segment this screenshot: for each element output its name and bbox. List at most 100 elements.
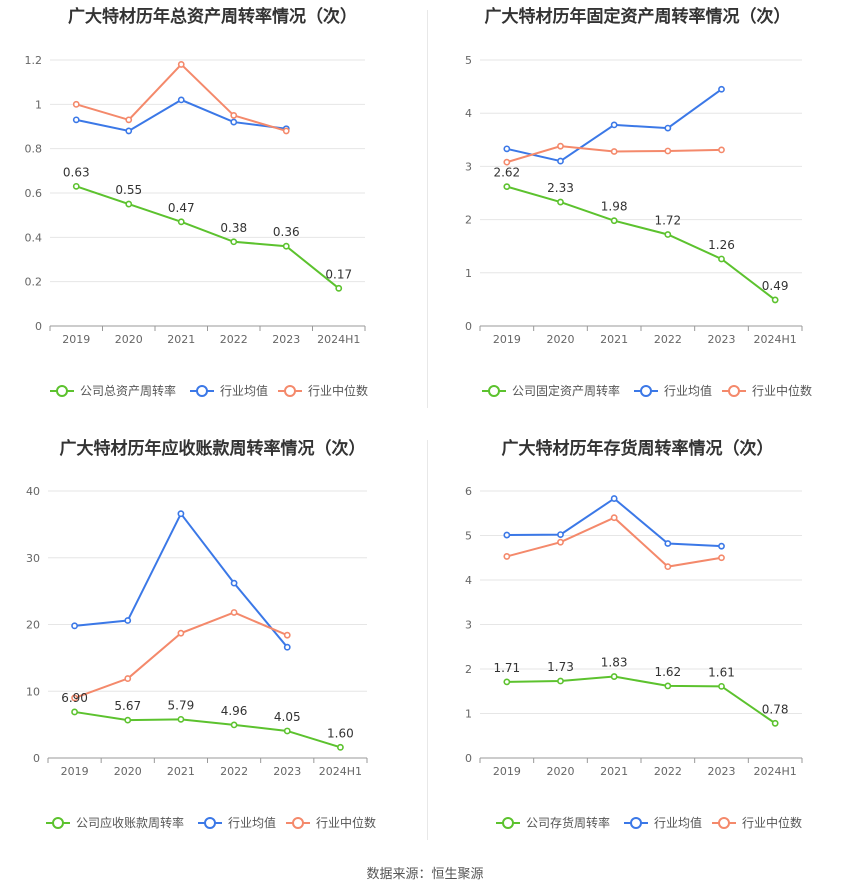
data-point[interactable] [71, 694, 78, 702]
data-point[interactable] [124, 675, 132, 682]
data-point[interactable] [718, 682, 725, 690]
legend-swatch-marker[interactable] [196, 385, 208, 397]
data-point[interactable] [503, 678, 511, 686]
legend-swatch-marker[interactable] [56, 385, 68, 397]
data-point[interactable] [503, 183, 511, 191]
data-point[interactable] [503, 531, 511, 539]
data-point[interactable] [72, 100, 80, 108]
x-tick-label: 2021 [167, 765, 195, 778]
data-point[interactable] [177, 629, 185, 637]
data-point[interactable] [337, 743, 344, 751]
data-point[interactable] [125, 116, 133, 124]
data-point[interactable] [664, 124, 672, 132]
data-label: 0.55 [115, 183, 142, 197]
data-point[interactable] [718, 146, 725, 154]
legend-label[interactable]: 行业中位数 [752, 383, 812, 398]
data-point[interactable] [177, 510, 185, 518]
data-point[interactable] [230, 112, 238, 119]
data-point[interactable] [610, 495, 618, 502]
legend-label[interactable]: 公司应收账款周转率 [76, 815, 184, 830]
data-point[interactable] [71, 708, 78, 716]
data-point[interactable] [230, 579, 238, 587]
data-point[interactable] [125, 127, 133, 135]
y-tick-label: 4 [465, 107, 472, 120]
data-point[interactable] [718, 85, 725, 93]
y-tick-label: 40 [26, 485, 40, 498]
data-point[interactable] [177, 96, 185, 104]
data-point[interactable] [557, 538, 564, 546]
data-point[interactable] [557, 157, 564, 165]
legend-swatch-marker[interactable] [488, 385, 500, 397]
data-point[interactable] [230, 721, 238, 729]
x-tick-label: 2022 [220, 765, 248, 778]
data-point[interactable] [664, 563, 672, 571]
data-point[interactable] [771, 296, 779, 304]
legend-swatch-marker[interactable] [204, 817, 216, 829]
data-point[interactable] [282, 127, 290, 135]
data-point[interactable] [72, 182, 80, 190]
data-point[interactable] [124, 716, 132, 724]
x-tick-label: 2020 [114, 765, 142, 778]
legend-label[interactable]: 行业中位数 [742, 815, 802, 830]
data-point[interactable] [283, 727, 291, 735]
data-point[interactable] [72, 116, 80, 124]
data-point[interactable] [557, 198, 564, 206]
data-point[interactable] [125, 200, 133, 208]
data-point[interactable] [771, 719, 779, 727]
data-point[interactable] [557, 142, 564, 150]
x-tick-label: 2020 [547, 333, 575, 346]
legend-swatch-marker[interactable] [284, 385, 296, 397]
series-line [506, 516, 722, 568]
data-point[interactable] [230, 609, 238, 616]
legend-label[interactable]: 行业均值 [654, 815, 702, 830]
data-point[interactable] [282, 242, 290, 250]
legend-label[interactable]: 公司固定资产周转率 [512, 383, 620, 398]
legend-label[interactable]: 行业均值 [220, 383, 268, 398]
x-tick-label: 2019 [62, 333, 90, 346]
data-label: 1.61 [708, 665, 735, 679]
legend-label[interactable]: 公司存货周转率 [526, 815, 610, 830]
y-tick-label: 1.2 [25, 54, 43, 67]
data-point[interactable] [664, 231, 672, 238]
data-point[interactable] [557, 531, 564, 539]
data-point[interactable] [557, 677, 564, 685]
data-point[interactable] [718, 554, 725, 562]
legend-swatch-marker[interactable] [728, 385, 740, 397]
legend-swatch-marker[interactable] [292, 817, 304, 829]
legend-label[interactable]: 公司总资产周转率 [80, 383, 176, 398]
legend-swatch-marker[interactable] [502, 817, 514, 829]
legend-label[interactable]: 行业中位数 [316, 815, 376, 830]
data-point[interactable] [664, 540, 672, 547]
legend-label[interactable]: 行业均值 [228, 815, 276, 830]
y-tick-label: 20 [26, 619, 40, 632]
legend-label[interactable]: 行业中位数 [308, 383, 368, 398]
data-point[interactable] [230, 238, 238, 246]
data-point[interactable] [503, 553, 511, 560]
y-tick-label: 0 [33, 752, 40, 765]
data-point[interactable] [177, 218, 185, 226]
legend-swatch-marker[interactable] [630, 817, 642, 829]
data-point[interactable] [71, 622, 78, 630]
data-point[interactable] [124, 617, 132, 624]
data-point[interactable] [610, 217, 618, 225]
data-point[interactable] [610, 514, 618, 522]
data-point[interactable] [610, 673, 618, 680]
data-point[interactable] [177, 61, 185, 68]
data-point[interactable] [283, 643, 291, 651]
legend-swatch-marker[interactable] [52, 817, 64, 829]
data-point[interactable] [177, 715, 185, 723]
data-point[interactable] [230, 118, 238, 126]
data-point[interactable] [283, 631, 291, 639]
legend-swatch-marker[interactable] [640, 385, 652, 397]
data-point[interactable] [718, 542, 725, 550]
data-point[interactable] [610, 148, 618, 155]
data-point[interactable] [610, 121, 618, 129]
data-point[interactable] [664, 682, 672, 690]
legend-label[interactable]: 行业均值 [664, 383, 712, 398]
legend-swatch-marker[interactable] [718, 817, 730, 829]
data-point[interactable] [335, 284, 343, 292]
data-point[interactable] [718, 255, 725, 263]
data-point[interactable] [503, 158, 511, 166]
data-point[interactable] [664, 147, 672, 155]
data-point[interactable] [503, 145, 511, 153]
